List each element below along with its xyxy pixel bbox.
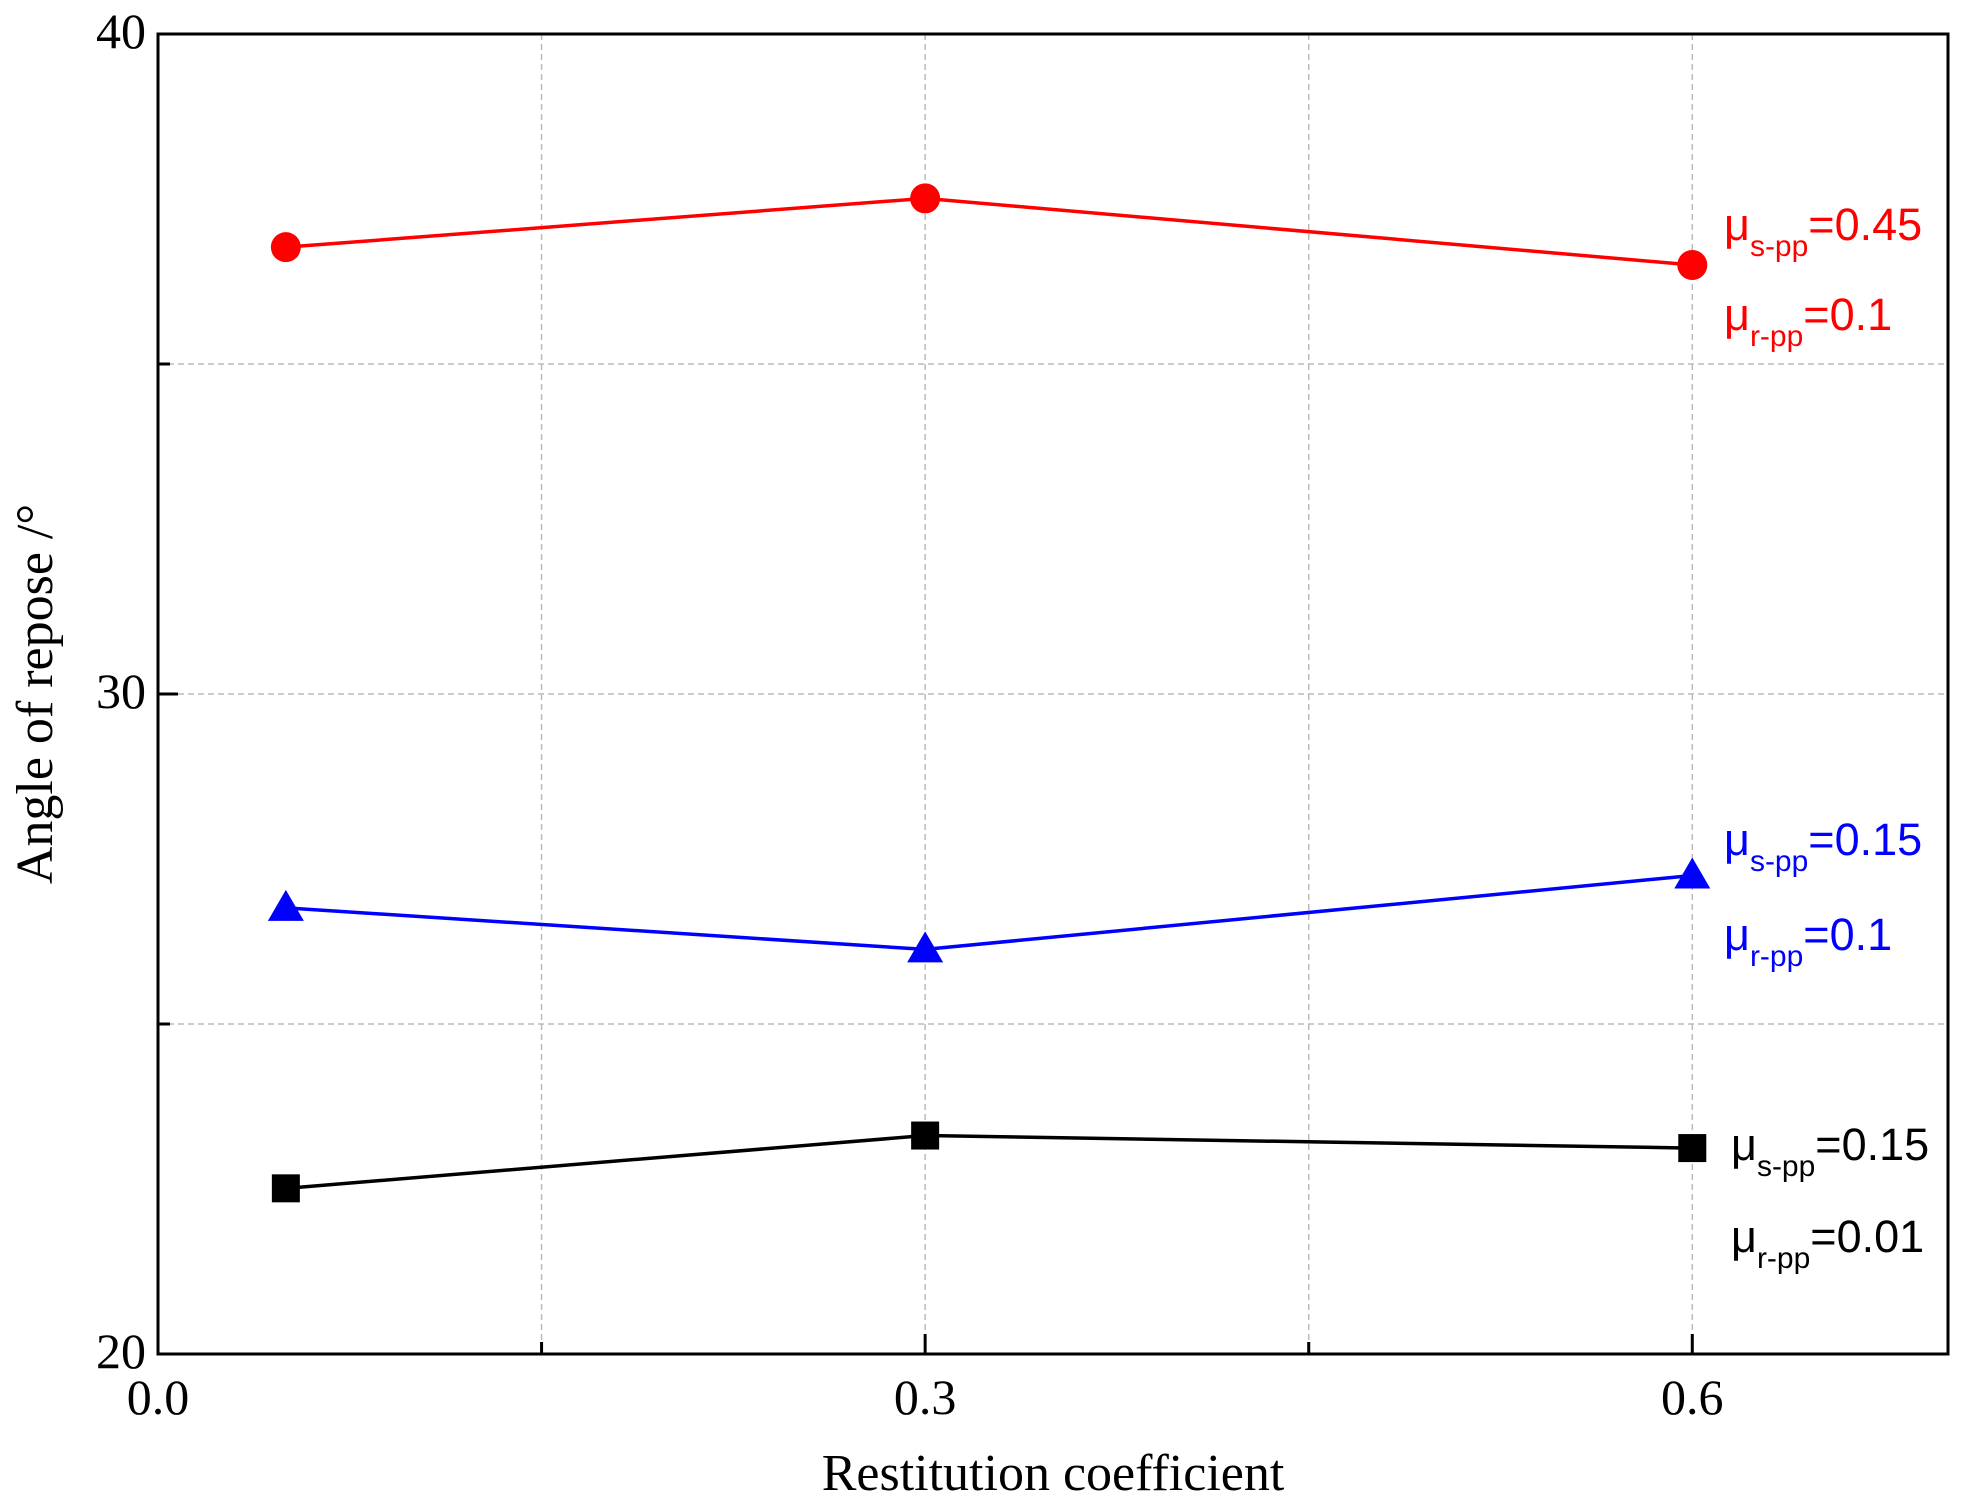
annotation-text: =0.01 bbox=[1810, 1211, 1924, 1262]
annotation-subscript: s-pp bbox=[1757, 1150, 1815, 1183]
annotation-symbol: μ bbox=[1731, 1119, 1757, 1170]
x-tick-label: 0.3 bbox=[894, 1369, 957, 1425]
point bbox=[267, 889, 304, 921]
annotation-subscript: s-pp bbox=[1750, 230, 1808, 263]
annotation-subscript: r-pp bbox=[1757, 1242, 1810, 1275]
annotation: μr-pp=0.1 bbox=[1724, 909, 1892, 973]
point bbox=[907, 931, 944, 963]
annotation-symbol: μ bbox=[1724, 289, 1750, 340]
annotation-subscript: r-pp bbox=[1750, 320, 1803, 353]
annotation-text: =0.15 bbox=[1808, 814, 1922, 865]
point bbox=[910, 183, 941, 214]
series-line bbox=[285, 196, 1693, 267]
annotation-symbol: μ bbox=[1724, 199, 1750, 250]
x-axis-title: Restitution coefficient bbox=[822, 1445, 1285, 1502]
annotation: μr-pp=0.1 bbox=[1724, 289, 1892, 353]
annotation-subscript: s-pp bbox=[1750, 845, 1808, 878]
annotation-subscript: r-pp bbox=[1750, 940, 1803, 973]
point bbox=[271, 1174, 300, 1203]
point bbox=[1678, 1134, 1707, 1163]
point bbox=[1674, 857, 1711, 889]
annotation-text: =0.45 bbox=[1808, 199, 1922, 250]
point bbox=[911, 1121, 940, 1150]
annotation: μr-pp=0.01 bbox=[1731, 1211, 1924, 1275]
annotation: μs-pp=0.15 bbox=[1731, 1119, 1929, 1183]
annotation-text: =0.15 bbox=[1815, 1119, 1929, 1170]
point bbox=[1677, 250, 1708, 280]
point bbox=[270, 232, 301, 263]
annotation-symbol: μ bbox=[1724, 814, 1750, 865]
annotation-symbol: μ bbox=[1724, 909, 1750, 960]
annotation-text: =0.1 bbox=[1803, 909, 1892, 960]
series-line bbox=[285, 1133, 1693, 1191]
y-tick-label: 20 bbox=[96, 1323, 146, 1379]
annotation: μs-pp=0.45 bbox=[1724, 199, 1922, 263]
annotation-symbol: μ bbox=[1731, 1211, 1757, 1262]
x-tick-label: 0.6 bbox=[1661, 1369, 1724, 1425]
x-tick-label: 0.0 bbox=[127, 1369, 190, 1425]
annotation-text: =0.1 bbox=[1803, 289, 1892, 340]
y-axis-title: Angle of repose /° bbox=[7, 504, 64, 884]
y-tick-label: 30 bbox=[96, 663, 146, 719]
y-tick-label: 40 bbox=[96, 3, 146, 59]
series-line bbox=[285, 873, 1693, 952]
annotation: μs-pp=0.15 bbox=[1724, 814, 1922, 878]
